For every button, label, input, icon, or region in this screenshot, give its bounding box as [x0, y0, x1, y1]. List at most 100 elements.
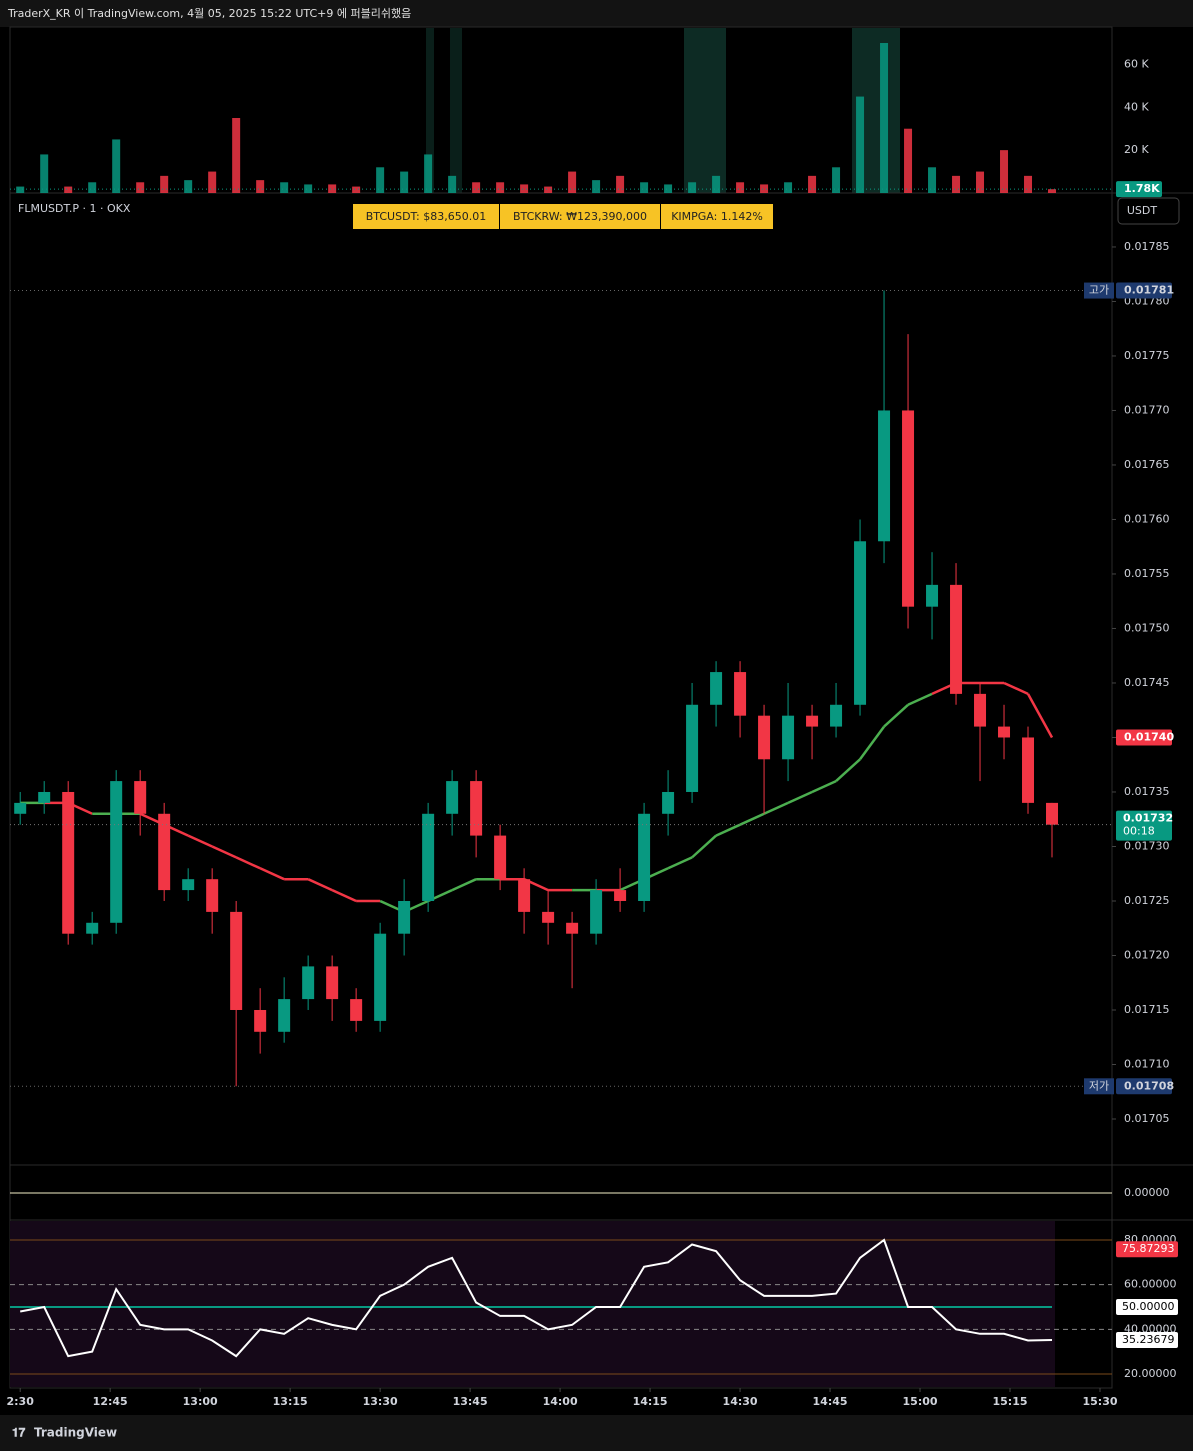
ma-last-box: [1116, 729, 1172, 746]
candle-body: [110, 781, 123, 923]
ma-segment: [763, 801, 789, 815]
candle-body: [518, 879, 531, 912]
volume-bar: [256, 180, 265, 193]
candle-body: [38, 791, 51, 803]
candle-body: [950, 584, 963, 694]
y-tick-label: 0.01715: [1124, 1003, 1170, 1016]
x-tick-label: 14:15: [633, 1395, 668, 1408]
volume-bar: [1000, 150, 1009, 193]
badge: [500, 204, 660, 229]
level-box: [1116, 282, 1172, 299]
rsi-line: [20, 1238, 1053, 1358]
candle-body: [614, 890, 627, 901]
candle-body: [158, 813, 171, 891]
candle-body: [206, 879, 219, 912]
candle-body: [878, 410, 891, 542]
candle-body: [422, 813, 435, 901]
last-price-label: 0.01732: [1123, 812, 1173, 825]
volume-tick-label: 20 K: [1124, 143, 1149, 156]
candle-body: [806, 715, 819, 727]
ma-segment: [787, 790, 813, 805]
ma-last-label: 0.01740: [1124, 730, 1174, 743]
candle-body: [902, 410, 915, 607]
candle-body: [998, 726, 1011, 738]
candle-body: [14, 802, 27, 814]
y-tick-label: 0.01775: [1124, 349, 1170, 362]
candle-body: [374, 933, 387, 1021]
y-tick-label: 0.01725: [1124, 894, 1170, 907]
countdown: 00:18: [1123, 825, 1155, 838]
ma-segment: [211, 845, 237, 859]
volume-last-box: [1116, 181, 1162, 198]
x-tick-label: 13:30: [363, 1395, 398, 1408]
ma-segment: [307, 878, 333, 892]
candle-body: [638, 813, 651, 901]
candle-body: [494, 835, 507, 880]
candle-body: [446, 781, 459, 814]
volume-bar: [424, 154, 433, 193]
ma-segment: [667, 856, 693, 870]
candle-body: [230, 911, 243, 1010]
volume-bar: [976, 171, 985, 193]
volume-bar: [112, 139, 121, 193]
header-bar: [0, 0, 1193, 27]
highlight: [426, 28, 434, 193]
volume-bar: [832, 167, 841, 193]
ma-segment: [331, 888, 357, 903]
level-box: [1116, 1078, 1172, 1095]
y-tick-label: 0.01720: [1124, 948, 1170, 961]
ma-segment: [235, 856, 261, 870]
candle-body: [470, 781, 483, 836]
last-price-box: [1116, 810, 1172, 841]
ma-segment: [1026, 693, 1054, 739]
x-tick-label: 14:30: [723, 1395, 758, 1408]
volume-bar: [1024, 175, 1033, 193]
ma-segment: [907, 692, 933, 706]
candle-body: [302, 966, 315, 1000]
ma-segment: [859, 725, 886, 761]
volume-last-label: 1.78K: [1124, 182, 1160, 195]
volume-bar: [352, 186, 361, 193]
y-tick-label: 0.01745: [1124, 676, 1170, 689]
volume-bar: [520, 184, 529, 193]
currency-button[interactable]: [1117, 197, 1180, 225]
volume-bar: [136, 182, 145, 193]
candle-body: [278, 999, 291, 1032]
header-text: TraderX_KR 이 TradingView.com, 4월 05, 202…: [7, 7, 411, 20]
volume-tick-label: 40 K: [1124, 100, 1149, 113]
x-tick-label: 15:00: [903, 1395, 938, 1408]
volume-bar: [400, 171, 409, 193]
volume-bar: [64, 186, 73, 193]
candle-body: [86, 922, 99, 934]
x-tick-label: 13:45: [453, 1395, 488, 1408]
candle-body: [686, 704, 699, 792]
x-tick-label: 14:00: [543, 1395, 578, 1408]
volume-bar: [784, 182, 793, 193]
candle-body: [542, 911, 555, 923]
x-tick-label: 15:30: [1082, 1395, 1117, 1408]
volume-bar: [184, 180, 193, 193]
level-tag-text: 저가: [1089, 1079, 1109, 1092]
candle-body: [854, 541, 867, 705]
volume-bar: [808, 175, 817, 193]
level-tag-text: 고가: [1089, 284, 1109, 297]
candle-body: [734, 672, 747, 716]
volume-bar: [592, 180, 601, 193]
candle-body: [254, 1009, 267, 1032]
volume-bar: [376, 167, 385, 193]
volume-bar: [280, 182, 289, 193]
y-tick-label: 0.01735: [1124, 785, 1170, 798]
y-tick-label: 0.01785: [1124, 240, 1170, 253]
candle-body: [326, 966, 339, 1000]
ma-segment: [259, 867, 285, 881]
candle-body: [926, 584, 939, 607]
volume-bar: [904, 128, 913, 193]
x-tick-label: 14:45: [813, 1395, 848, 1408]
volume-bar: [688, 182, 697, 193]
volume-bar: [208, 171, 217, 193]
volume-bar: [448, 175, 457, 193]
candle-body: [62, 791, 75, 934]
